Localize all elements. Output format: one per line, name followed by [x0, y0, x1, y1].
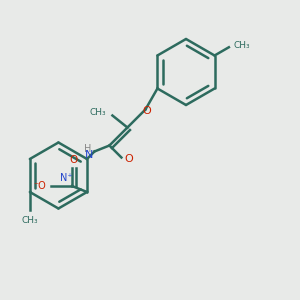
Text: ⁻O: ⁻O — [34, 181, 46, 191]
Text: N⁺: N⁺ — [60, 173, 72, 183]
Text: CH₃: CH₃ — [233, 41, 250, 50]
Text: N: N — [85, 149, 93, 160]
Text: O: O — [124, 154, 133, 164]
Text: O: O — [142, 106, 151, 116]
Text: CH₃: CH₃ — [22, 216, 38, 225]
Text: H: H — [84, 143, 92, 154]
Text: O: O — [69, 155, 78, 165]
Text: CH₃: CH₃ — [90, 108, 106, 117]
